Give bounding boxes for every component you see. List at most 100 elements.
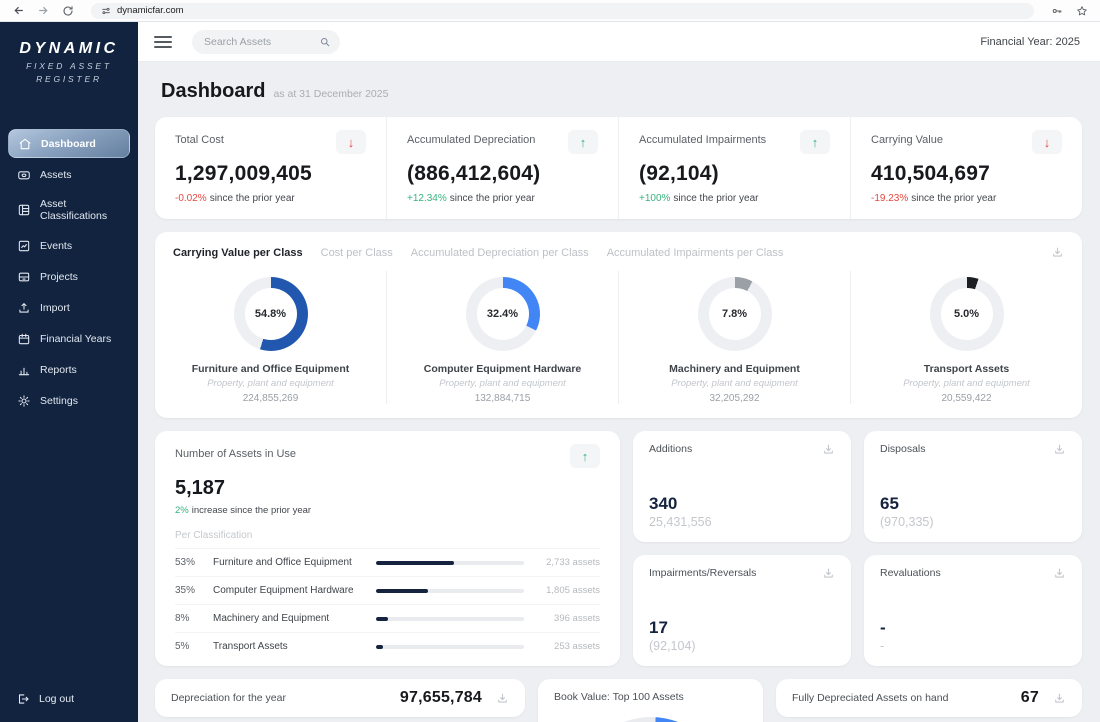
url-text: dynamicfar.com bbox=[117, 5, 184, 16]
kpi-label: Accumulated Impairments bbox=[639, 134, 767, 146]
tab-accumulated-depreciation-per-class[interactable]: Accumulated Depreciation per Class bbox=[410, 246, 589, 259]
sidebar-item-label: Financial Years bbox=[40, 332, 112, 345]
home-icon bbox=[17, 136, 32, 151]
donut-chart: 5.0% bbox=[929, 277, 1004, 351]
download-icon[interactable] bbox=[1051, 246, 1064, 259]
trend-up-icon: ↑ bbox=[800, 130, 830, 154]
kpi-label: Accumulated Depreciation bbox=[407, 134, 536, 146]
donut-chart: 7.8% bbox=[697, 277, 772, 351]
browser-forward-icon[interactable] bbox=[35, 3, 51, 19]
classification-row: 53% Furniture and Office Equipment 2,733… bbox=[175, 548, 600, 576]
download-icon[interactable] bbox=[496, 692, 509, 705]
class-name: Machinery and Equipment bbox=[669, 363, 800, 375]
card-title: Impairments/Reversals bbox=[649, 567, 757, 579]
assets-in-use-card: Number of Assets in Use ↑ 5,187 2% increa… bbox=[155, 431, 620, 666]
bookmark-star-icon[interactable] bbox=[1074, 3, 1090, 19]
browser-back-icon[interactable] bbox=[10, 3, 26, 19]
class-value: 132,884,715 bbox=[474, 393, 531, 404]
row-category: Computer Equipment Hardware bbox=[213, 585, 354, 596]
revaluations-count: - bbox=[880, 618, 886, 637]
class-donut-transport: 5.0% Transport Assets Property, plant an… bbox=[850, 271, 1082, 404]
search-icon bbox=[319, 36, 331, 48]
browser-reload-icon[interactable] bbox=[60, 3, 76, 19]
download-icon[interactable] bbox=[1053, 567, 1066, 580]
sidebar-item-reports[interactable]: Reports bbox=[8, 355, 130, 384]
class-name: Transport Assets bbox=[923, 363, 1010, 375]
bar-fill bbox=[376, 588, 428, 593]
donut-chart: 54.8% bbox=[233, 277, 308, 351]
card-title: Fully Depreciated Assets on hand bbox=[792, 692, 949, 704]
assets-delta-note: increase since the prior year bbox=[191, 505, 312, 516]
logo-line-3: REGISTER bbox=[36, 74, 102, 84]
tab-accumulated-impairments-per-class[interactable]: Accumulated Impairments per Class bbox=[606, 246, 784, 259]
kpi-summary-card: Total Cost ↓ 1,297,009,405 -0.02% since t… bbox=[155, 117, 1082, 219]
sidebar-item-projects[interactable]: Projects bbox=[8, 262, 130, 291]
donut-percent: 54.8% bbox=[244, 288, 297, 340]
card-title: Book Value: Top 100 Assets bbox=[554, 691, 684, 703]
download-icon[interactable] bbox=[822, 567, 835, 580]
sidebar-item-settings[interactable]: Settings bbox=[8, 386, 130, 415]
additions-amount: 25,431,556 bbox=[649, 515, 712, 529]
site-settings-icon[interactable] bbox=[101, 6, 111, 16]
kpi-carrying-value: Carrying Value ↓ 410,504,697 -19.23% sinc… bbox=[850, 117, 1082, 219]
sidebar-item-label: Import bbox=[40, 301, 70, 314]
financial-year-label[interactable]: Financial Year: 2025 bbox=[980, 35, 1080, 48]
wallet-icon bbox=[16, 167, 31, 182]
class-donut-furniture: 54.8% Furniture and Office Equipment Pro… bbox=[155, 271, 386, 404]
class-donut-computer: 32.4% Computer Equipment Hardware Proper… bbox=[386, 271, 618, 404]
sidebar-item-label: Assets bbox=[40, 168, 72, 181]
search-box[interactable] bbox=[192, 29, 340, 54]
disposals-amount: (970,335) bbox=[880, 515, 934, 529]
sidebar-item-events[interactable]: Events bbox=[8, 231, 130, 260]
download-icon[interactable] bbox=[1053, 443, 1066, 456]
sidebar-item-label: Asset Classifications bbox=[40, 198, 108, 222]
tab-carrying-value-per-class[interactable]: Carrying Value per Class bbox=[173, 246, 303, 259]
menu-icon[interactable] bbox=[154, 35, 172, 48]
revaluations-card: Revaluations - - bbox=[864, 555, 1082, 666]
kpi-delta-pct: +12.34% bbox=[407, 193, 447, 204]
dashboard-content: Dashboard as at 31 December 2025 Total C… bbox=[138, 62, 1100, 722]
sidebar-item-dashboard[interactable]: Dashboard bbox=[8, 129, 130, 158]
bar-track bbox=[376, 644, 524, 649]
card-title: Depreciation for the year bbox=[171, 692, 286, 704]
kpi-total-cost: Total Cost ↓ 1,297,009,405 -0.02% since t… bbox=[155, 117, 386, 219]
download-icon[interactable] bbox=[1053, 692, 1066, 705]
row-category: Machinery and Equipment bbox=[213, 613, 330, 624]
search-input[interactable] bbox=[204, 35, 319, 48]
download-icon[interactable] bbox=[822, 443, 835, 456]
upload-icon bbox=[16, 300, 31, 315]
sidebar-item-label: Projects bbox=[40, 270, 78, 283]
trend-up-icon: ↑ bbox=[570, 444, 600, 468]
logout-button[interactable]: Log out bbox=[0, 678, 138, 722]
row-category: Furniture and Office Equipment bbox=[213, 557, 352, 568]
kpi-value: (886,412,604) bbox=[407, 162, 541, 185]
sidebar-item-import[interactable]: Import bbox=[8, 293, 130, 322]
fully-depreciated-card: Fully Depreciated Assets on hand 67 bbox=[776, 679, 1082, 717]
kpi-delta-note: since the prior year bbox=[449, 193, 535, 204]
kpi-delta-note: since the prior year bbox=[209, 193, 295, 204]
revaluations-amount: - bbox=[880, 639, 885, 653]
app-logo: DYNAMIC FIXED ASSET REGISTER bbox=[0, 22, 138, 90]
top-header: Financial Year: 2025 bbox=[138, 22, 1100, 62]
kpi-value: 410,504,697 bbox=[871, 162, 990, 185]
class-value: 20,559,422 bbox=[941, 393, 992, 404]
row-percent: 35% bbox=[175, 585, 196, 596]
kpi-delta-pct: +100% bbox=[639, 193, 671, 204]
kpi-label: Total Cost bbox=[175, 134, 224, 146]
sidebar-item-label: Settings bbox=[40, 394, 78, 407]
card-title: Revaluations bbox=[880, 567, 941, 579]
sidebar-item-financial-years[interactable]: Financial Years bbox=[8, 324, 130, 353]
passwords-key-icon[interactable] bbox=[1049, 3, 1065, 19]
sidebar-item-assets[interactable]: Assets bbox=[8, 160, 130, 189]
class-donut-machinery: 7.8% Machinery and Equipment Property, p… bbox=[618, 271, 850, 404]
gear-icon bbox=[16, 393, 31, 408]
bar-fill bbox=[376, 560, 455, 565]
class-category: Property, plant and equipment bbox=[439, 378, 566, 389]
donut-percent: 7.8% bbox=[708, 288, 761, 340]
sidebar-item-asset-classifications[interactable]: Asset Classifications bbox=[8, 191, 130, 229]
depreciation-value: 97,655,784 bbox=[399, 689, 482, 706]
page-subtitle: as at 31 December 2025 bbox=[273, 88, 389, 100]
address-bar[interactable]: dynamicfar.com bbox=[91, 2, 1034, 19]
class-category: Property, plant and equipment bbox=[207, 378, 334, 389]
tab-cost-per-class[interactable]: Cost per Class bbox=[320, 246, 393, 259]
